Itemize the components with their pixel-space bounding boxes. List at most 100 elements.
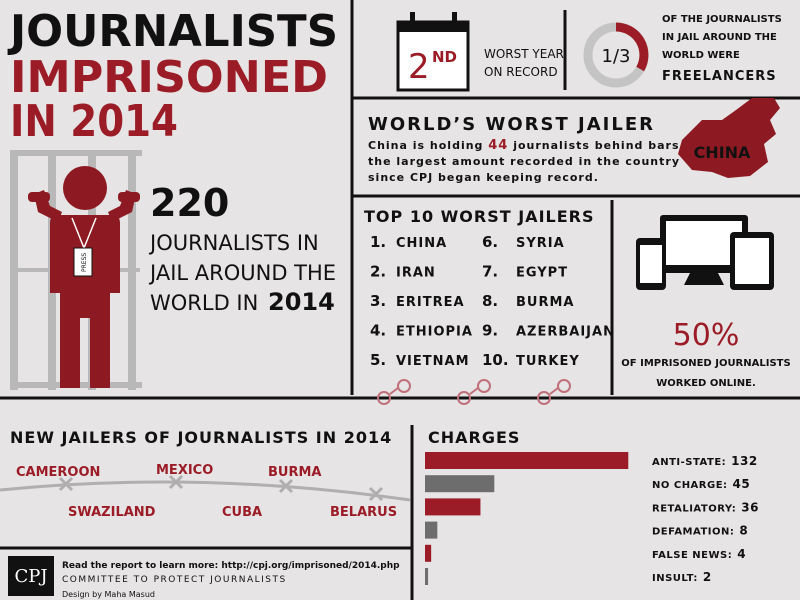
rank: 4. [370,322,386,340]
new-jailers-list: CAMEROON MEXICO BURMA SWAZILAND CUBA BELARUS [16,463,397,520]
country: ETHIOPIA [396,325,473,340]
text-part: China is holding [368,139,483,152]
rank: 5. [370,351,386,369]
logo-box [8,556,54,596]
title-line: IMPRISONED [10,52,328,103]
charge-label: NO CHARGE: 45 [652,477,750,491]
charges-chart: ANTI-STATE: 132 NO CHARGE: 45 RETALIATORY: 36… [425,452,759,585]
jailed-text: WORLD IN [150,291,258,315]
calendar-icon [396,12,470,92]
charge-label: ANTI-STATE: 132 [652,454,758,468]
charges-title: CHARGES [428,428,520,447]
charge-value: 36 [741,500,759,514]
country: EGYPT [516,266,568,281]
worst-jailer-text: the largest amount recorded in the count… [368,155,680,168]
rank: 8. [482,292,498,310]
report-link: Read the report to learn more: http://cp… [62,561,400,571]
text-part: journalists behind bars, [512,139,684,152]
fraction-arc [615,22,649,72]
freelancers-text: OF THE JOURNALISTS [662,14,782,25]
china-map [678,98,780,178]
freelancers-emphasis: FREELANCERS [662,69,777,84]
country: IRAN [396,266,436,281]
freelancers-text: WORLD WERE [662,50,740,61]
title-line: IN 2014 [10,96,178,147]
charge-value: 132 [731,454,758,468]
country: VIETNAM [396,354,470,369]
credit: Design by Maha Masud [62,590,155,599]
online-percent: 50% [673,318,740,353]
charge-label: RETALIATORY: 36 [652,500,759,514]
worst-year-rank: 2 [408,47,430,87]
worst-jailer-title: WORLD’S WORST JAILER [368,114,655,135]
worst-jailer-text: since CPJ began keeping record. [368,171,599,184]
map-label: CHINA [694,143,751,162]
country: BURMA [268,465,321,480]
worst-year-text: WORST YEAR [484,47,564,61]
bar [425,452,629,469]
country: CAMEROON [16,465,100,480]
charge-value: 2 [703,570,712,584]
bar [425,498,481,516]
charge-label: FALSE NEWS: 4 [652,547,746,561]
text-highlight: 44 [488,138,508,153]
title-line: JOURNALISTS [7,6,338,57]
rank: 6. [482,233,498,251]
worst-jailer-text: China is holding 44 journalists behind b… [368,138,685,153]
top10-list: 1. CHINA 2. IRAN 3. ERITREA 4. ETHIOPIA 5. VIETNA… [370,233,615,369]
charge-name: INSULT: [652,573,698,584]
jailed-count: 220 [150,181,229,225]
jailed-year: 2014 [268,288,335,316]
handcuff-icons [377,379,571,405]
country: TURKEY [516,354,580,369]
country: CUBA [222,505,262,520]
jailed-text: JAIL AROUND THE [148,261,336,285]
fraction: 1/3 [602,46,631,67]
bar [425,544,432,562]
worst-year-suffix: ND [432,48,457,66]
country: SWAZILAND [68,505,156,520]
rank: 1. [370,233,386,251]
bar [425,521,438,539]
country: CHINA [396,236,447,251]
top10-title: TOP 10 WORST JAILERS [364,207,594,226]
country: SYRIA [516,236,565,251]
charge-name: ANTI-STATE: [652,457,726,468]
charge-value: 4 [737,547,746,561]
press-badge: PRESS [81,253,88,272]
charge-name: NO CHARGE: [652,480,728,491]
new-jailers-title: NEW JAILERS OF JOURNALISTS IN 2014 [10,428,392,447]
rank: 3. [370,292,386,310]
country: AZERBAIJAN [516,325,615,340]
device-icons [636,215,774,290]
rank: 9. [482,322,498,340]
jail-illustration: PRESS [10,150,142,390]
barbed-wire [0,474,411,502]
org-name: COMMITTEE TO PROTECT JOURNALISTS [62,575,287,585]
charge-name: FALSE NEWS: [652,550,732,561]
online-text: OF IMPRISONED JOURNALISTS [621,358,790,369]
charge-value: 8 [739,524,748,538]
charge-name: RETALIATORY: [652,503,736,514]
charge-name: DEFAMATION: [652,527,734,538]
bar [425,475,495,493]
charge-value: 45 [733,477,751,491]
logo: CPJ [14,566,47,587]
rank: 2. [370,263,386,281]
country: MEXICO [156,463,213,478]
worst-year-text: ON RECORD [484,65,558,79]
charge-label: INSULT: 2 [652,570,712,584]
rank: 10. [482,351,509,369]
country: BURMA [516,295,574,310]
country: ERITREA [396,295,465,310]
bar [425,568,429,585]
online-text: WORKED ONLINE. [656,378,756,389]
charge-label: DEFAMATION: 8 [652,524,748,538]
country: BELARUS [330,505,397,520]
freelancers-text: IN JAIL AROUND THE [662,32,777,43]
rank: 7. [482,263,498,281]
jailed-text: JOURNALISTS IN [148,231,319,255]
